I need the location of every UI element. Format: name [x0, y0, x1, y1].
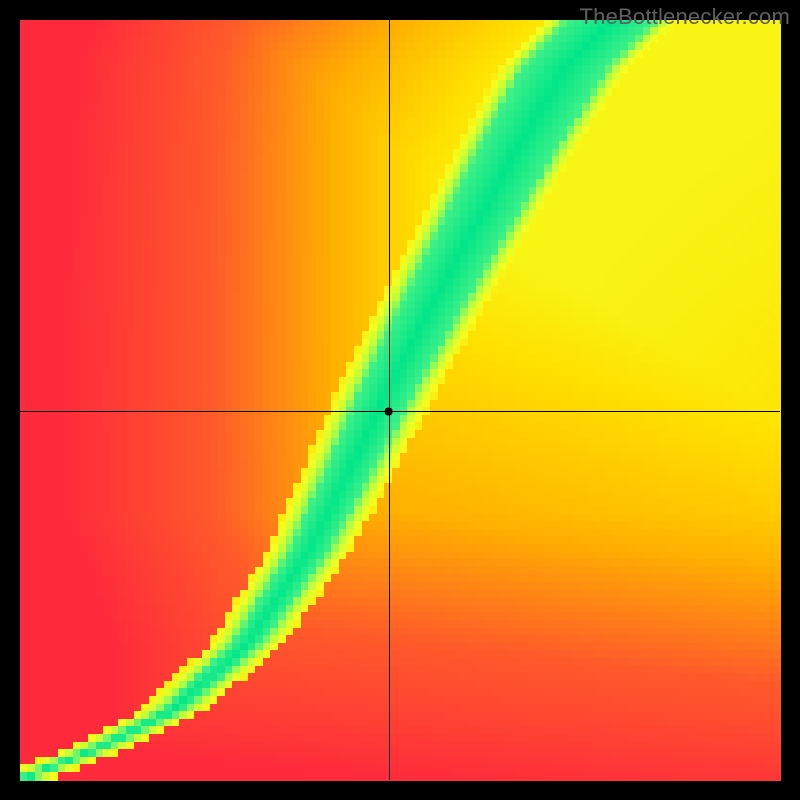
plot-container: TheBottlenecker.com: [0, 0, 800, 800]
bottleneck-heatmap: [0, 0, 800, 800]
watermark-text: TheBottlenecker.com: [580, 4, 790, 30]
